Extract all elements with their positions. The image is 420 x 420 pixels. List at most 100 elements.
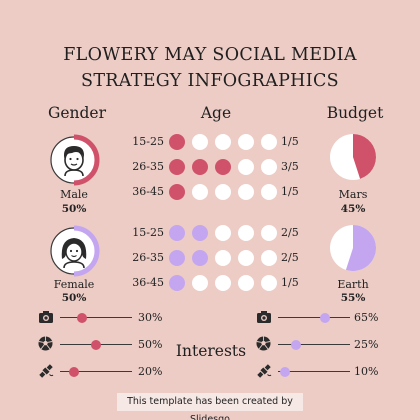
male-gender-ring-svg	[50, 134, 100, 186]
male-avatar-icon	[64, 146, 84, 177]
age-dots-row	[169, 134, 277, 150]
age-header: Age	[200, 104, 232, 122]
age-dot-filled	[169, 250, 185, 266]
title-line-2: STRATEGY INFOGRAPHICS	[81, 71, 339, 91]
interest-percent: 30%	[138, 311, 163, 324]
interest-slider-knob	[291, 339, 301, 350]
earth-label: Earth	[337, 278, 369, 291]
interest-slider-track	[60, 339, 132, 350]
age-dot-empty	[261, 159, 277, 175]
mars-label: Mars	[338, 188, 368, 201]
page-title: FLOWERY MAY SOCIAL MEDIA STRATEGY INFOGR…	[0, 42, 420, 94]
interest-slider-knob	[76, 312, 87, 323]
age-dot-filled	[192, 250, 208, 266]
age-dot-filled	[169, 134, 185, 150]
age-fraction: 1/5	[281, 135, 299, 148]
gender-header: Gender	[47, 104, 107, 122]
age-dot-empty	[215, 225, 231, 241]
earth-budget-pie-svg	[330, 225, 376, 271]
interest-slider-track	[60, 312, 132, 323]
interest-slider-track	[278, 312, 350, 323]
male-gender-ring	[48, 134, 100, 186]
age-dot-empty	[238, 250, 254, 266]
age-dot-empty	[215, 250, 231, 266]
age-dot-empty	[238, 134, 254, 150]
age-dot-empty	[192, 134, 208, 150]
satellite-icon	[256, 363, 272, 383]
interest-percent: 10%	[354, 365, 379, 378]
age-dot-filled	[169, 159, 185, 175]
age-dot-filled	[192, 225, 208, 241]
age-dot-empty	[238, 275, 254, 291]
age-fraction: 2/5	[281, 251, 299, 264]
age-range-label: 36-45	[132, 185, 164, 198]
age-fraction: 1/5	[281, 185, 299, 198]
interest-percent: 50%	[138, 338, 163, 351]
age-dot-empty	[261, 184, 277, 200]
interest-percent: 65%	[354, 311, 379, 324]
interest-slider-track	[60, 366, 132, 377]
soccer-ball-icon	[256, 336, 271, 355]
age-dot-filled	[215, 159, 231, 175]
age-dot-empty	[192, 184, 208, 200]
camera-icon	[38, 309, 54, 328]
age-dot-filled	[192, 159, 208, 175]
age-dots-row	[169, 184, 277, 200]
age-dot-empty	[238, 159, 254, 175]
interest-slider-knob	[69, 366, 80, 377]
mars-budget-pie	[330, 134, 376, 180]
earth-budget-pie	[330, 225, 376, 271]
interests-header: Interests	[175, 342, 247, 360]
age-dot-empty	[238, 225, 254, 241]
male-label: Male	[60, 188, 88, 201]
interest-slider-track	[278, 366, 350, 377]
interest-slider-knob	[91, 339, 101, 350]
earth-percent: 55%	[340, 292, 366, 304]
age-dot-filled	[169, 184, 185, 200]
age-dot-empty	[261, 275, 277, 291]
age-dot-empty	[238, 184, 254, 200]
camera-icon	[256, 309, 272, 328]
age-fraction: 1/5	[281, 276, 299, 289]
interest-percent: 20%	[138, 365, 163, 378]
age-dot-filled	[169, 275, 185, 291]
age-fraction: 2/5	[281, 226, 299, 239]
female-label: Female	[53, 278, 95, 291]
budget-header: Budget	[326, 104, 384, 122]
age-dots-row	[169, 225, 277, 241]
mars-pie-slice	[353, 134, 376, 179]
age-fraction: 3/5	[281, 160, 299, 173]
footer-credit: This template has been created by Slides…	[117, 393, 303, 420]
interest-slider-knob	[319, 312, 330, 323]
age-range-label: 15-25	[132, 135, 164, 148]
female-gender-ring	[48, 225, 100, 277]
age-dot-empty	[261, 134, 277, 150]
age-dots-row	[169, 250, 277, 266]
earth-pie-slice	[345, 225, 376, 271]
female-gender-ring-svg	[50, 225, 100, 277]
mars-budget-pie-svg	[330, 134, 376, 180]
age-dot-empty	[215, 184, 231, 200]
age-range-label: 26-35	[132, 160, 164, 173]
age-range-label: 36-45	[132, 276, 164, 289]
mars-percent: 45%	[340, 203, 366, 215]
age-dot-empty	[215, 275, 231, 291]
male-percent: 50%	[61, 203, 87, 215]
age-dot-empty	[192, 275, 208, 291]
age-dot-filled	[169, 225, 185, 241]
interest-slider-knob	[280, 366, 291, 377]
age-dot-empty	[215, 134, 231, 150]
age-dots-row	[169, 275, 277, 291]
interest-percent: 25%	[354, 338, 379, 351]
title-line-1: FLOWERY MAY SOCIAL MEDIA	[63, 45, 357, 65]
soccer-ball-icon	[38, 336, 53, 355]
satellite-icon	[38, 363, 54, 383]
age-range-label: 26-35	[132, 251, 164, 264]
age-dot-empty	[261, 225, 277, 241]
age-dot-empty	[261, 250, 277, 266]
interest-slider-track	[278, 339, 350, 350]
age-dots-row	[169, 159, 277, 175]
age-range-label: 15-25	[132, 226, 164, 239]
female-avatar-icon	[61, 238, 87, 269]
female-percent: 50%	[61, 292, 87, 304]
